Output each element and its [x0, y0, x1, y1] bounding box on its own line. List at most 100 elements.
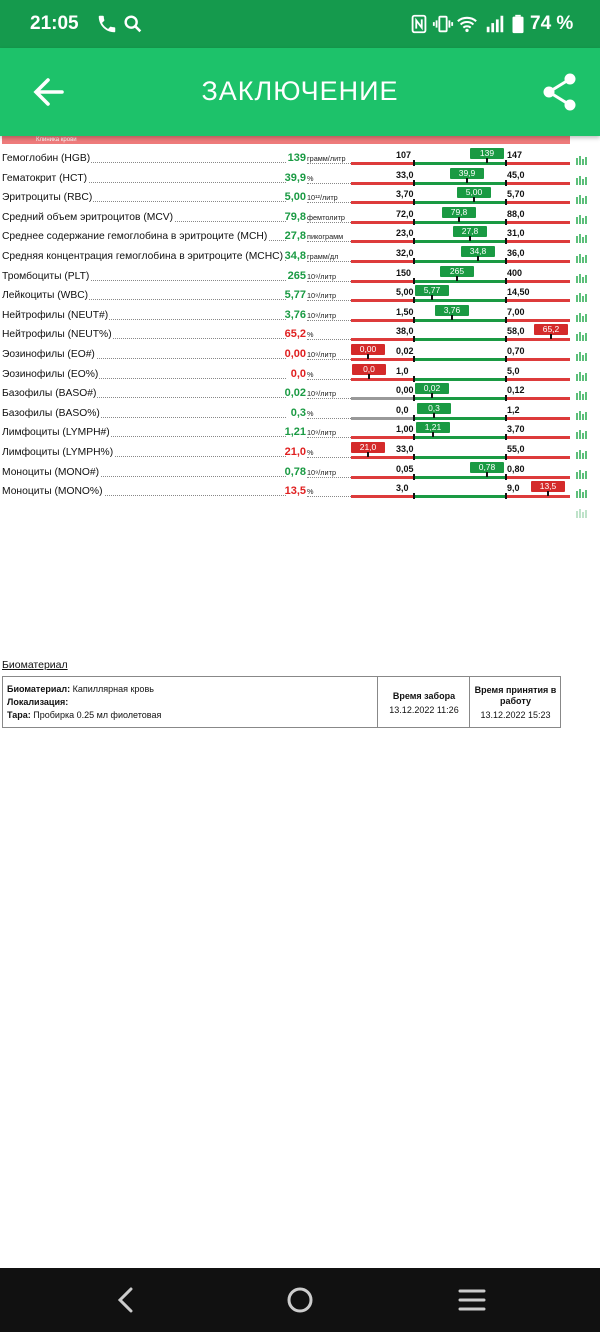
result-value: 5,77 [284, 289, 306, 302]
range-normal-bar [414, 240, 506, 244]
result-name-text: Эритроциты (RBC) [2, 192, 94, 204]
result-row: Базофилы (BASO%) 0,3% 0,0 1,2 0,3 [0, 401, 600, 421]
value-marker: 0,3 [417, 402, 451, 418]
result-unit: % [307, 487, 351, 498]
result-name-text: Эозинофилы (EO%) [2, 368, 100, 380]
result-value: 265 [287, 269, 306, 282]
range-high-tick [505, 434, 507, 441]
result-unit-text: % [307, 448, 315, 457]
trend-chart-icon[interactable] [576, 371, 588, 381]
range-normal-bar [414, 220, 506, 224]
range-below-bar [351, 397, 414, 401]
ref-low-label: 5,00 [396, 287, 414, 298]
result-value: 79,8 [284, 210, 306, 223]
ref-high-label: 1,2 [507, 404, 520, 415]
range-low-tick [413, 316, 415, 323]
battery-percent: 74 % [530, 13, 574, 34]
range-above-bar [506, 162, 570, 165]
trend-chart-icon[interactable] [576, 194, 588, 205]
ref-high-label: 0,80 [507, 463, 525, 474]
range-below-bar [351, 220, 414, 224]
ref-high-label: 55,0 [507, 444, 525, 454]
range-low-tick [413, 297, 415, 304]
trend-chart-icon[interactable] [576, 273, 588, 283]
nav-home-icon[interactable] [282, 1282, 318, 1318]
range-above-bar [506, 201, 570, 205]
result-unit-text: фемтолитр [307, 212, 346, 222]
trend-chart-icon[interactable] [576, 469, 588, 479]
range-normal-bar [414, 260, 506, 263]
trend-chart-icon[interactable] [576, 253, 588, 263]
range-above-bar [506, 338, 570, 342]
trend-chart-icon[interactable] [576, 449, 588, 459]
result-name: Средняя концентрация гемоглобина в эритр… [2, 251, 286, 263]
range-high-tick [505, 238, 507, 245]
range-high-tick [505, 316, 507, 323]
value-marker: 5,77 [415, 285, 449, 301]
trend-chart-icon[interactable] [576, 390, 588, 401]
ref-high-label: 5,70 [507, 189, 525, 200]
nav-recents-icon[interactable] [454, 1282, 490, 1318]
result-unit: % [307, 408, 351, 420]
trend-chart-icon[interactable] [576, 214, 588, 224]
ref-high-label: 88,0 [507, 208, 525, 219]
trend-chart-icon[interactable] [576, 331, 588, 342]
range-below-bar [351, 260, 414, 263]
doc-header-strip: Клиника крови [2, 136, 570, 144]
range-below-bar [351, 240, 414, 244]
ref-high-label: 31,0 [507, 228, 525, 239]
wifi-icon [457, 16, 477, 33]
trend-chart-icon[interactable] [576, 410, 588, 420]
range-above-bar [506, 377, 570, 381]
trend-chart-icon[interactable] [576, 175, 588, 185]
range-low-tick [413, 395, 415, 402]
container-label: Тара: [7, 710, 31, 720]
range-normal-bar [414, 318, 506, 322]
ref-low-label: 1,00 [396, 424, 414, 435]
ref-high-label: 5,0 [507, 365, 520, 376]
result-name: Лимфоциты (LYMPH#) [2, 427, 286, 439]
range-high-tick [505, 395, 507, 402]
ref-low-label: 23,0 [396, 228, 414, 239]
value-marker: 265 [440, 265, 474, 281]
app-bar: ЗАКЛЮЧЕНИЕ [0, 48, 600, 136]
result-name-text: Базофилы (BASO#) [2, 388, 98, 400]
range-normal-bar [414, 495, 506, 499]
range-high-tick [505, 218, 507, 225]
accept-time-value: 13.12.2022 15:23 [480, 710, 551, 720]
result-unit-text: грамм/литр [307, 154, 347, 163]
trend-chart-icon[interactable] [576, 488, 588, 499]
result-row: Среднее содержание гемоглобина в эритроц… [0, 224, 600, 245]
trend-chart-icon[interactable] [576, 292, 588, 303]
result-name-text: Нейтрофилы (NEUT#) [2, 309, 110, 321]
result-name: Нейтрофилы (NEUT%) [2, 329, 286, 341]
range-below-bar [351, 456, 414, 459]
arrow-left-icon[interactable] [28, 72, 68, 112]
value-marker: 21,0 [351, 442, 385, 457]
result-name-text: Лейкоциты (WBC) [2, 290, 90, 302]
result-value: 0,3 [290, 406, 306, 419]
range-low-tick [413, 356, 415, 362]
summary-trend-icon[interactable] [576, 508, 588, 518]
ref-high-label: 3,70 [507, 424, 525, 435]
range-normal-bar [414, 181, 506, 185]
range-above-bar [506, 220, 570, 224]
result-value: 65,2 [284, 328, 306, 341]
trend-chart-icon[interactable] [576, 233, 588, 244]
range-low-tick [413, 414, 415, 421]
value-marker: 79,8 [442, 206, 476, 222]
range-below-bar [351, 162, 414, 165]
share-icon[interactable] [540, 70, 580, 114]
trend-chart-icon[interactable] [576, 312, 588, 322]
range-low-tick [413, 336, 415, 343]
result-name-text: Моноциты (MONO%) [2, 486, 104, 498]
range-high-tick [505, 473, 507, 480]
trend-chart-icon[interactable] [576, 351, 588, 361]
trend-chart-icon[interactable] [576, 155, 588, 165]
result-name: Средний объем эритроцитов (MCV) [2, 211, 286, 224]
nav-back-icon[interactable] [108, 1282, 144, 1318]
trend-chart-icon[interactable] [576, 429, 588, 440]
range-high-tick [505, 160, 507, 166]
result-row: Средняя концентрация гемоглобина в эритр… [0, 244, 600, 264]
ref-low-label: 0,02 [396, 346, 414, 356]
